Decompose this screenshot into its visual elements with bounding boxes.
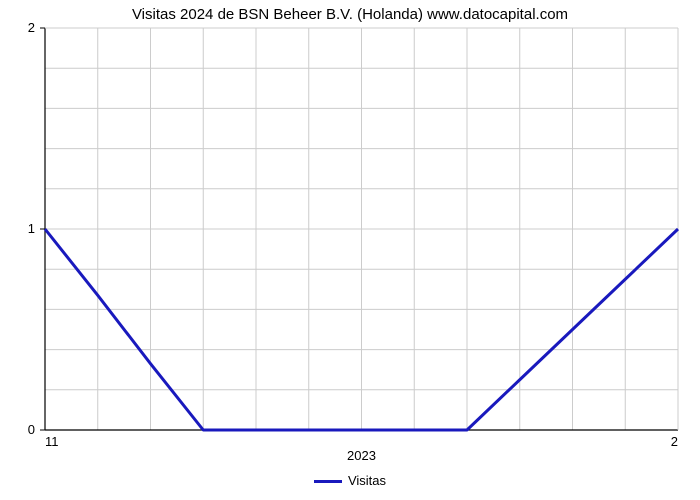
svg-text:2: 2 bbox=[28, 20, 35, 35]
legend-label: Visitas bbox=[348, 473, 386, 488]
svg-text:2: 2 bbox=[671, 434, 678, 449]
chart-container: Visitas 2024 de BSN Beheer B.V. (Holanda… bbox=[0, 0, 700, 500]
svg-text:0: 0 bbox=[28, 422, 35, 437]
svg-text:2023: 2023 bbox=[347, 448, 376, 463]
chart-plot: 0 1 2 11 2023 2 bbox=[0, 0, 700, 500]
svg-text:1: 1 bbox=[28, 221, 35, 236]
legend-swatch bbox=[314, 480, 342, 483]
svg-text:11: 11 bbox=[45, 434, 59, 449]
legend: Visitas bbox=[0, 473, 700, 488]
